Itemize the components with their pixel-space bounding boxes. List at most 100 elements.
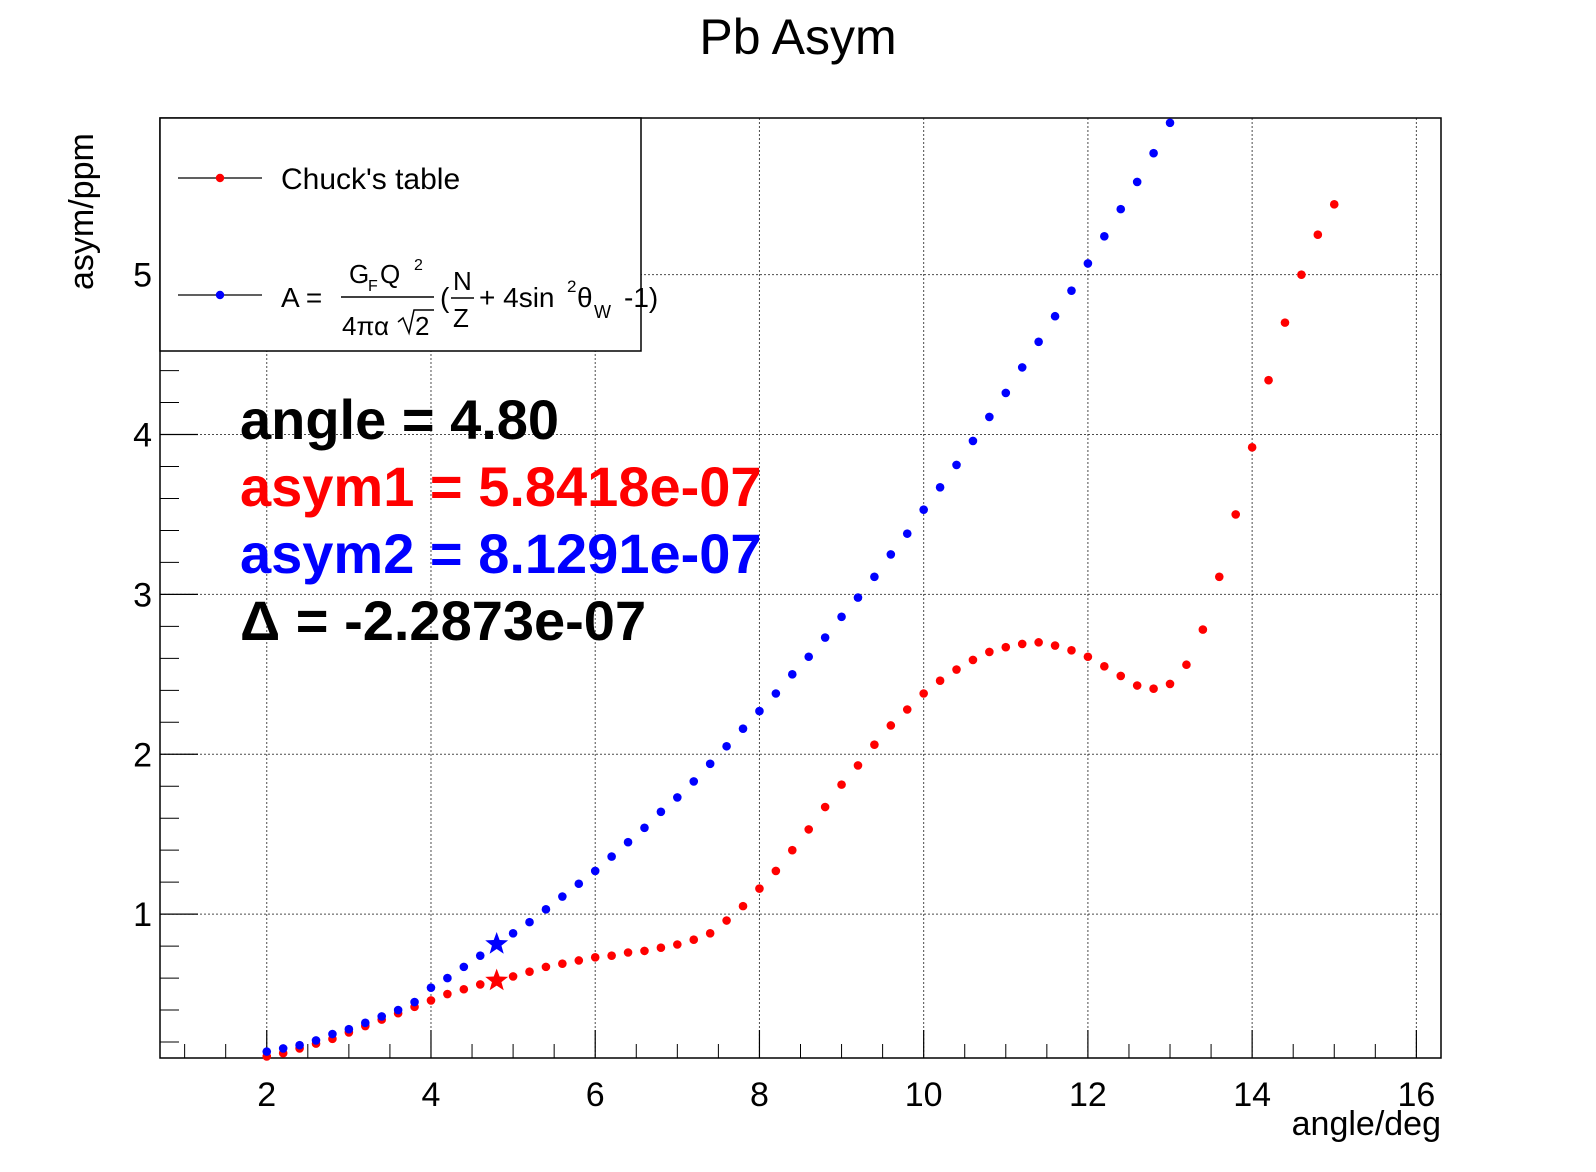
blue-point	[1100, 231, 1109, 241]
grid	[160, 118, 1441, 1058]
formula-num-g: G	[349, 259, 369, 289]
red-point	[689, 935, 699, 945]
blue-point	[886, 550, 896, 559]
blue-point	[541, 905, 551, 914]
blue-point	[393, 1005, 403, 1015]
blue-point	[689, 777, 699, 786]
axis-ticks	[160, 146, 1417, 1058]
annotation-asym2: asym2 = 8.1291e-07	[240, 522, 762, 585]
red-point	[870, 740, 879, 749]
x-tick-label: 16	[1397, 1076, 1435, 1114]
blue-point	[656, 807, 666, 817]
legend-marker-red	[215, 173, 225, 183]
legend-formula: A = G F Q 2 4πα 2 ( N Z + 4sin 2 θ W -1)	[281, 257, 658, 341]
x-tick-label: 14	[1233, 1076, 1271, 1114]
red-point	[1182, 660, 1191, 670]
blue-point	[1001, 388, 1011, 398]
red-point	[1017, 639, 1027, 649]
blue-point	[262, 1047, 272, 1056]
red-point	[673, 940, 682, 949]
red-point	[1067, 646, 1076, 655]
annotation-asym1: asym1 = 5.8418e-07	[240, 455, 762, 518]
blue-point	[738, 724, 748, 733]
red-point	[590, 952, 600, 962]
red-point	[1001, 642, 1011, 652]
blue-point	[590, 866, 600, 876]
red-point	[705, 929, 715, 938]
red-point	[443, 989, 452, 999]
red-point	[886, 721, 896, 730]
blue-point	[673, 793, 682, 802]
red-point	[1198, 625, 1208, 634]
blue-point	[968, 436, 978, 446]
red-point	[968, 655, 978, 665]
x-tick-labels: 2 4 6 8 10 12 14 16	[257, 1076, 1435, 1114]
highlight-markers	[485, 932, 509, 991]
blue-point	[1067, 286, 1076, 295]
red-point	[541, 962, 551, 972]
red-point	[787, 845, 797, 855]
x-tick-label: 2	[257, 1076, 276, 1114]
red-point	[985, 647, 994, 657]
y-axis-label: asym/ppm	[63, 133, 101, 290]
chart-title: Pb Asym	[699, 9, 896, 65]
formula-num-sup: 2	[414, 257, 423, 274]
blue-point	[278, 1044, 288, 1053]
red-point	[771, 866, 781, 876]
red-point	[1313, 230, 1323, 240]
red-point	[820, 802, 830, 812]
blue-point	[311, 1036, 321, 1045]
x-tick-label: 6	[586, 1076, 605, 1114]
red-point	[1034, 638, 1043, 647]
red-point	[755, 884, 764, 893]
red-point	[459, 984, 469, 994]
y-tick-labels: 1 2 3 4 5	[133, 257, 152, 934]
blue-point	[459, 962, 469, 972]
blue-point	[328, 1029, 337, 1039]
blue-point	[410, 997, 419, 1007]
red-point	[607, 951, 616, 960]
red-point	[1149, 684, 1158, 694]
red-point	[1083, 652, 1093, 662]
blue-point	[755, 706, 764, 716]
blue-point	[525, 917, 534, 927]
blue-point	[377, 1012, 387, 1021]
red-point	[853, 761, 863, 770]
blue-point	[771, 689, 781, 698]
formula-theta: θ	[577, 282, 593, 313]
blue-point	[919, 505, 928, 514]
blue-point	[1050, 311, 1060, 321]
red-point	[952, 665, 961, 674]
red-point	[558, 959, 567, 968]
blue-point	[475, 951, 485, 960]
formula-tail: -1)	[624, 282, 658, 313]
legend-box	[159, 117, 642, 352]
blue-point	[443, 973, 452, 983]
blue-point	[820, 633, 830, 642]
blue-point	[344, 1024, 354, 1034]
blue-point	[837, 612, 846, 622]
blue-star-marker	[485, 932, 509, 954]
red-point	[837, 780, 846, 789]
red-point	[525, 967, 534, 976]
annotation-delta: Δ = -2.2873e-07	[240, 589, 647, 652]
blue-point	[640, 823, 649, 833]
red-point	[804, 825, 814, 834]
blue-point	[952, 460, 961, 470]
legend: Chuck's table A = G F Q 2 4πα 2 ( N Z + …	[159, 117, 658, 352]
red-point	[722, 916, 731, 925]
x-tick-label: 8	[750, 1076, 769, 1114]
formula-sqrt-sign	[397, 309, 434, 336]
formula-den-root: 2	[415, 311, 429, 341]
blue-point	[360, 1018, 370, 1028]
blue-point	[985, 412, 994, 422]
red-point	[656, 943, 666, 952]
y-tick-label: 5	[133, 257, 152, 295]
red-point	[1214, 572, 1224, 582]
y-tick-label: 3	[133, 576, 152, 614]
formula-frac-n: N	[453, 266, 472, 296]
blue-point	[607, 852, 616, 861]
formula-num-q: Q	[380, 259, 400, 289]
blue-point	[787, 670, 797, 679]
